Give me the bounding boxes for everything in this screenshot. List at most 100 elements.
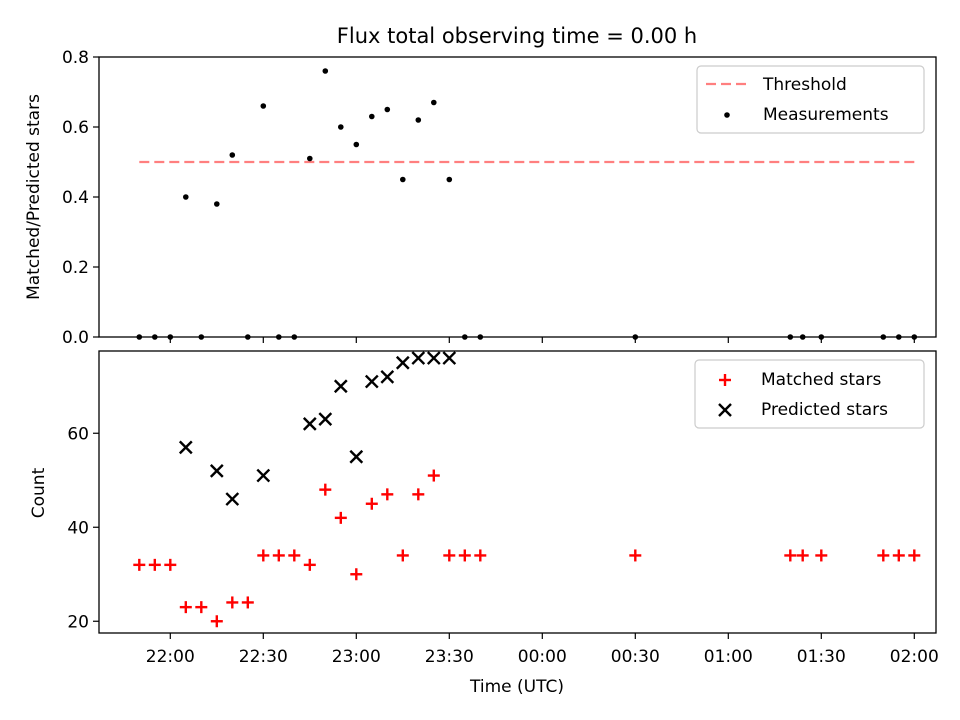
top-y-tick-label: 0.4 xyxy=(62,188,89,208)
matched-star-point xyxy=(241,596,254,609)
matched-star-point xyxy=(381,488,394,501)
x-tick-label: 00:30 xyxy=(611,647,660,667)
matched-star-point xyxy=(396,549,409,562)
matched-star-point xyxy=(226,596,239,609)
predicted-star-point xyxy=(364,374,379,389)
legend-measurements-label: Measurements xyxy=(763,105,889,125)
matched-star-point xyxy=(877,549,890,562)
matched-star-point xyxy=(629,549,642,562)
measurement-point xyxy=(214,201,220,207)
matched-star-point xyxy=(412,488,425,501)
bottom-axes-frame xyxy=(98,350,937,634)
predicted-star-stroke-b xyxy=(178,440,193,455)
predicted-star-stroke-b xyxy=(302,417,317,431)
matched-star-point xyxy=(288,549,301,562)
predicted-star-stroke-b xyxy=(225,492,240,506)
bottom-y-tick-label: 40 xyxy=(67,518,89,538)
x-tick-label: 01:00 xyxy=(704,647,753,667)
predicted-star-stroke-b xyxy=(426,351,441,365)
x-tick-label: 22:30 xyxy=(239,647,288,667)
predicted-star-stroke-b xyxy=(442,351,457,365)
legend-predicted-label: Predicted stars xyxy=(761,400,888,420)
bottom-panel: 20 40 60 22:00 22:30 23:00 23:30 00:00 00:30 01:… xyxy=(29,350,939,697)
predicted-star-point xyxy=(225,492,240,506)
matched-star-point xyxy=(272,549,285,562)
matched-star-point xyxy=(458,549,471,562)
top-y-tick-label: 0.8 xyxy=(62,48,89,68)
matched-star-point xyxy=(257,549,270,562)
measurement-point xyxy=(400,176,406,183)
chart-title: Flux total observing time = 0.00 h xyxy=(337,24,697,48)
matched-star-point xyxy=(319,483,332,496)
matched-star-point xyxy=(892,549,905,562)
top-panel: 0.00.20.40.60.8 Matched/Predicted stars … xyxy=(24,48,937,348)
top-legend-box xyxy=(696,65,925,134)
bottom-y-axis-label: Count xyxy=(29,467,49,518)
top-y-ticks: 0.0 0.2 0.4 0.6 0.8 xyxy=(62,48,99,348)
top-legend: Threshold Measurements xyxy=(696,65,925,134)
predicted-star-point xyxy=(209,464,224,478)
predicted-star-stroke-b xyxy=(333,379,348,394)
legend-predicted-swatch xyxy=(718,403,732,417)
measurement-point xyxy=(338,124,344,130)
top-y-tick-label: 0.2 xyxy=(62,258,89,278)
legend-matched-label: Matched stars xyxy=(761,370,881,390)
matched-star-point xyxy=(164,558,177,571)
predicted-star-stroke-b xyxy=(395,355,410,370)
bottom-legend-box xyxy=(694,359,925,429)
x-axis-label: Time (UTC) xyxy=(469,677,564,697)
bottom-y-tick-label: 60 xyxy=(67,424,89,444)
x-tick-label: 02:00 xyxy=(890,647,939,667)
matched-star-point xyxy=(179,601,192,614)
x-tick-label: 01:30 xyxy=(797,647,846,667)
matched-star-point xyxy=(474,549,487,562)
predicted-star-point xyxy=(411,351,426,365)
matched-star-point xyxy=(796,549,809,562)
matched-star-point xyxy=(133,558,146,571)
top-y-tick-label: 0.6 xyxy=(62,118,89,138)
matched-star-point xyxy=(908,549,921,562)
measurement-point xyxy=(415,117,422,123)
top-axes-frame xyxy=(98,56,937,338)
matched-star-point xyxy=(365,497,378,510)
predicted-star-stroke-b xyxy=(209,464,224,478)
matched-star-point xyxy=(148,558,161,571)
x-tick-label: 23:00 xyxy=(332,647,381,667)
measurement-point xyxy=(446,176,453,183)
predicted-star-point xyxy=(256,468,271,483)
bottom-y-ticks: 20 40 60 xyxy=(67,424,99,632)
predicted-star-point xyxy=(426,351,441,365)
measurement-point xyxy=(229,152,236,158)
matched-star-point xyxy=(195,601,208,614)
x-tick-label: 23:30 xyxy=(425,647,474,667)
measurement-point xyxy=(260,103,267,109)
x-tick-label: 22:00 xyxy=(146,647,195,667)
predicted-star-point xyxy=(178,440,193,455)
predicted-star-point xyxy=(302,417,317,431)
predicted-star-point xyxy=(380,370,395,384)
predicted-star-stroke-b xyxy=(411,351,426,365)
predicted-star-stroke-b xyxy=(318,412,333,426)
predicted-stars-points xyxy=(178,351,457,506)
matched-star-point xyxy=(334,511,347,524)
bottom-legend: Matched stars Predicted stars xyxy=(694,359,925,429)
bottom-y-tick-label: 20 xyxy=(67,612,89,632)
matched-star-point xyxy=(784,549,797,562)
top-y-axis-label: Matched/Predicted stars xyxy=(24,94,44,300)
predicted-star-stroke-b xyxy=(364,374,379,389)
predicted-star-stroke-b xyxy=(256,468,271,483)
predicted-star-point xyxy=(395,355,410,370)
measurement-point xyxy=(322,68,329,74)
matched-star-point xyxy=(303,558,316,571)
measurement-point xyxy=(307,155,313,162)
measurement-point xyxy=(353,141,360,148)
x-tick-label: 00:00 xyxy=(518,647,567,667)
matched-star-point xyxy=(427,469,440,482)
measurement-point xyxy=(384,106,391,113)
predicted-star-point xyxy=(333,379,348,394)
measurement-point xyxy=(183,194,189,200)
predicted-star-point xyxy=(318,412,333,426)
bottom-x-ticks: 22:00 22:30 23:00 23:30 00:00 00:30 01:00 01:30… xyxy=(146,633,939,667)
measurement-point xyxy=(369,113,375,120)
predicted-star-stroke-b xyxy=(349,449,364,464)
